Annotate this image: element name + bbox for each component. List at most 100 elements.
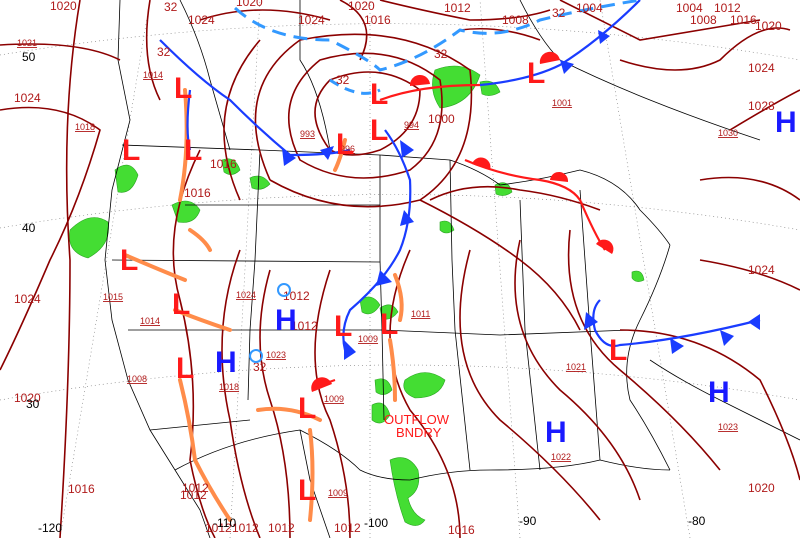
isobar-label: 1016 — [68, 482, 95, 496]
low-pressure-symbol: L — [609, 334, 627, 367]
isobar-label: 1016 — [184, 186, 211, 200]
isobar-label: 1012 — [268, 521, 295, 535]
isobar-label: 1020 — [236, 0, 263, 9]
low-pressure-symbol: L — [120, 244, 138, 277]
low-pressure-symbol: L — [334, 310, 352, 343]
cell-label: 1023 — [266, 350, 286, 360]
cell-label: 1009 — [358, 334, 378, 344]
cell-label: 1001 — [552, 98, 572, 108]
isobar-label: 1008 — [690, 13, 717, 27]
high-pressure-symbol: H — [545, 416, 567, 449]
cell-label: 1009 — [328, 488, 348, 498]
isobar-label: 1016 — [448, 523, 475, 537]
cell-label: 1021 — [566, 362, 586, 372]
isobar-label: 32 — [157, 45, 171, 59]
high-pressure-symbol: H — [215, 346, 237, 379]
lat-label: 50 — [22, 50, 36, 64]
isobar-label: 1012 — [180, 488, 207, 502]
cell-label: 1024 — [236, 290, 256, 300]
low-pressure-symbol: L — [174, 72, 192, 105]
isobar-label: 1000 — [428, 112, 455, 126]
isobar-label: 32 — [434, 47, 448, 61]
low-pressure-symbol: L — [172, 288, 190, 321]
lon-label: -90 — [519, 514, 537, 528]
isobar-label: 1024 — [748, 61, 775, 75]
cell-label: 1014 — [140, 316, 160, 326]
lon-label: -80 — [688, 514, 706, 528]
isobar-label: 1024 — [14, 292, 41, 306]
outflow-annotation: OUTFLOW BNDRY — [384, 412, 450, 440]
isobar-label: 1024 — [298, 13, 325, 27]
isobar-label: 1028 — [748, 99, 775, 113]
trough-lines — [233, 0, 641, 95]
outflow-boundaries — [123, 88, 404, 522]
isobar-label: 1020 — [748, 481, 775, 495]
lat-label: 40 — [22, 221, 36, 235]
isobar-label: 1012 — [232, 521, 259, 535]
cell-label: 994 — [404, 120, 419, 130]
cell-label: 1008 — [127, 374, 147, 384]
cell-label: 1018 — [219, 382, 239, 392]
isobar-label: 1008 — [502, 13, 529, 27]
isobar-label: 1016 — [210, 157, 237, 171]
isobar-label: 1012 — [291, 319, 318, 333]
circle-markers — [249, 283, 291, 363]
cell-pressure-labels: 1021 1014 1018 1015 1014 1008 1024 1018 … — [17, 38, 738, 498]
low-pressure-symbol: L — [380, 308, 398, 341]
isobar-label: 1024 — [188, 13, 215, 27]
high-pressure-symbol: H — [775, 106, 797, 139]
cell-label: 1021 — [17, 38, 37, 48]
isobar-label: 1012 — [182, 481, 209, 495]
cell-label: 993 — [300, 129, 315, 139]
isobar-label: 1004 — [676, 1, 703, 15]
isobar-label: 1016 — [730, 13, 757, 27]
low-pressure-symbol: L — [176, 352, 194, 385]
low-pressure-centers: L L L L L L L L L L L L L L L — [120, 57, 627, 507]
political-borders — [104, 0, 800, 538]
lat-label: 30 — [26, 397, 40, 411]
cell-label: 1018 — [75, 122, 95, 132]
cold-fronts — [159, 0, 761, 351]
cell-label: 1022 — [551, 452, 571, 462]
low-pressure-symbol: L — [122, 134, 140, 167]
lon-label: -120 — [38, 521, 62, 535]
isobar-labels: 1020 1024 1020 1024 1020 1016 1012 1008 … — [14, 0, 782, 537]
isobar-label: 32 — [552, 6, 566, 20]
isobar-label: 1020 — [755, 19, 782, 33]
outflow-label: OUTFLOW — [384, 412, 450, 427]
cell-label: 1014 — [143, 70, 163, 80]
isobar-label: 1016 — [364, 13, 391, 27]
cell-label: 1030 — [718, 128, 738, 138]
low-pressure-symbol: L — [184, 134, 202, 167]
lon-label: -110 — [213, 516, 236, 530]
isobar-label: 32 — [336, 73, 350, 87]
cell-label: 1015 — [103, 292, 123, 302]
warm-front-pips — [311, 51, 614, 392]
cell-label: 1023 — [718, 422, 738, 432]
low-pressure-symbol: L — [370, 114, 388, 147]
isobar-label: 1004 — [576, 1, 603, 15]
cell-label: 1011 — [411, 309, 430, 319]
isobar-label: 1012 — [444, 1, 471, 15]
isobar-label: 1020 — [348, 0, 375, 13]
low-pressure-symbol: L — [527, 57, 545, 90]
low-pressure-symbol: L — [370, 78, 388, 111]
low-pressure-symbol: L — [298, 392, 316, 425]
cell-label: 1009 — [324, 394, 344, 404]
isobar-label: 32 — [164, 0, 178, 14]
cold-front-pips — [282, 30, 760, 360]
lon-label: -100 — [364, 516, 388, 530]
high-pressure-symbol: H — [708, 376, 730, 409]
high-pressure-centers: H H H H H — [215, 106, 797, 449]
low-pressure-symbol: L — [298, 474, 316, 507]
lat-lon-labels: 50 40 30 -120 -110 -100 -90 -80 — [22, 50, 706, 535]
isobar-label: 1012 — [714, 1, 741, 15]
isobar-label: 1012 — [334, 521, 361, 535]
isobar-label: 1024 — [14, 91, 41, 105]
isobar-label: 32 — [253, 360, 267, 374]
high-pressure-symbol: H — [275, 304, 297, 337]
